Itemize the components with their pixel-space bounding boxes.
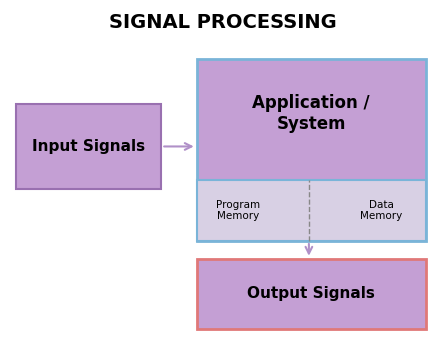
Text: Application /
System: Application / System [252, 94, 370, 132]
FancyBboxPatch shape [197, 180, 425, 241]
Text: SIGNAL PROCESSING: SIGNAL PROCESSING [109, 13, 337, 32]
FancyBboxPatch shape [197, 258, 425, 329]
Text: Program
Memory: Program Memory [216, 200, 260, 221]
FancyBboxPatch shape [197, 59, 425, 241]
FancyBboxPatch shape [16, 104, 161, 189]
Text: Input Signals: Input Signals [32, 139, 145, 154]
Text: Data
Memory: Data Memory [360, 200, 403, 221]
Text: Output Signals: Output Signals [247, 286, 375, 301]
